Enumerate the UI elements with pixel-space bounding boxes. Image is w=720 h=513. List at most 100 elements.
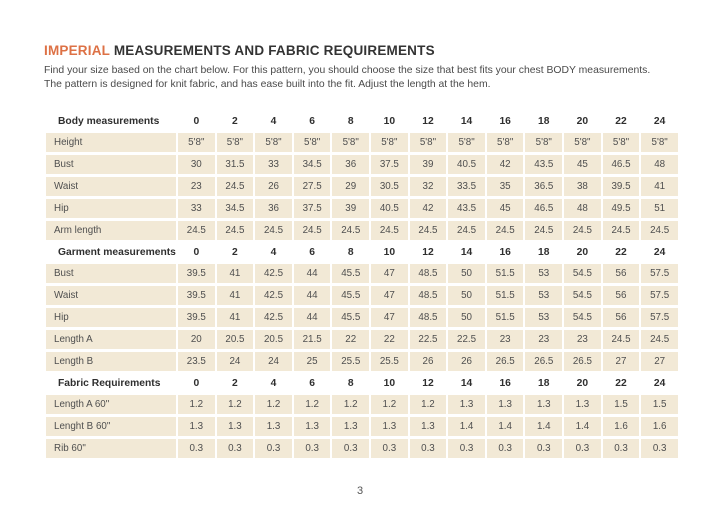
size-header-cell: 0: [178, 242, 215, 261]
value-cell: 1.5: [602, 394, 640, 414]
value-cell: 1.3: [332, 416, 370, 436]
size-header-cell: 22: [602, 111, 640, 130]
value-cell: 20.5: [216, 329, 254, 349]
page-footer: 3: [0, 481, 720, 499]
size-header-cell: 0: [178, 373, 215, 392]
size-header-cell: 20: [564, 242, 601, 261]
value-cell: 1.4: [448, 416, 485, 436]
value-cell: 25.5: [332, 351, 370, 371]
row-label-cell: Lenght B 60": [46, 416, 176, 436]
value-cell: 1.3: [564, 394, 601, 414]
section-header-label: Body measurements: [46, 111, 176, 130]
value-cell: 51: [641, 198, 678, 218]
value-cell: 46.5: [602, 154, 640, 174]
table-row: Waist 23 24.5 26 27.5 29 30.5 32 33.5 35 36.5 38 39.…: [46, 176, 678, 196]
row-label-cell: Height: [46, 132, 176, 152]
value-cell: 24.5: [332, 220, 370, 240]
row-label-cell: Hip: [46, 198, 176, 218]
size-header-cell: 10: [371, 373, 408, 392]
size-header-cell: 18: [525, 373, 563, 392]
value-cell: 50: [448, 285, 485, 305]
value-cell: 34.5: [293, 154, 331, 174]
value-cell: 51.5: [486, 263, 524, 283]
value-cell: 49.5: [602, 198, 640, 218]
size-header-cell: 4: [255, 242, 292, 261]
value-cell: 54.5: [564, 285, 601, 305]
value-cell: 0.3: [641, 438, 678, 458]
value-cell: 48.5: [409, 285, 447, 305]
value-cell: 24.5: [602, 329, 640, 349]
value-cell: 1.3: [486, 394, 524, 414]
table-row: Lenght B 60" 1.3 1.3 1.3 1.3 1.3 1.3 1.3 1.4 1.4 1…: [46, 416, 678, 436]
value-cell: 26.5: [564, 351, 601, 371]
value-cell: 1.2: [332, 394, 370, 414]
value-cell: 23.5: [178, 351, 215, 371]
size-header-cell: 4: [255, 373, 292, 392]
size-header-cell: 20: [564, 373, 601, 392]
value-cell: 41: [216, 285, 254, 305]
value-cell: 1.2: [255, 394, 292, 414]
row-label-cell: Hip: [46, 307, 176, 327]
value-cell: 44: [293, 307, 331, 327]
value-cell: 27.5: [293, 176, 331, 196]
value-cell: 24.5: [564, 220, 601, 240]
section-header-label: Garment measurements: [46, 242, 176, 261]
row-label-cell: Length A: [46, 329, 176, 349]
value-cell: 30: [178, 154, 215, 174]
size-header-cell: 12: [409, 242, 447, 261]
size-header-cell: 22: [602, 242, 640, 261]
value-cell: 48: [564, 198, 601, 218]
value-cell: 56: [602, 285, 640, 305]
value-cell: 27: [602, 351, 640, 371]
value-cell: 33.5: [448, 176, 485, 196]
value-cell: 54.5: [564, 307, 601, 327]
value-cell: 41: [216, 263, 254, 283]
value-cell: 54.5: [564, 263, 601, 283]
value-cell: 50: [448, 263, 485, 283]
value-cell: 20.5: [255, 329, 292, 349]
value-cell: 45.5: [332, 307, 370, 327]
value-cell: 47: [371, 285, 408, 305]
value-cell: 26: [448, 351, 485, 371]
value-cell: 5'8": [332, 132, 370, 152]
value-cell: 24.5: [293, 220, 331, 240]
value-cell: 24: [255, 351, 292, 371]
intro-line-1: Find your size based on the chart below.…: [44, 65, 651, 76]
value-cell: 5'8": [178, 132, 215, 152]
value-cell: 26: [255, 176, 292, 196]
value-cell: 39: [409, 154, 447, 174]
value-cell: 5'8": [371, 132, 408, 152]
value-cell: 0.3: [293, 438, 331, 458]
section-header-row: Garment measurements 0 2 4 6 8 10 12 14 16 18 20 22 2…: [46, 242, 678, 261]
table-row: Length A 60" 1.2 1.2 1.2 1.2 1.2 1.2 1.2 1.3 1.3 1…: [46, 394, 678, 414]
size-header-cell: 18: [525, 242, 563, 261]
value-cell: 24: [216, 351, 254, 371]
size-header-cell: 12: [409, 373, 447, 392]
value-cell: 22.5: [448, 329, 485, 349]
value-cell: 42: [409, 198, 447, 218]
table-row: Rib 60" 0.3 0.3 0.3 0.3 0.3 0.3 0.3 0.3 0.3 0.3 0.3…: [46, 438, 678, 458]
table-row: Length B 23.5 24 24 25 25.5 25.5 26 26 26.5 26.5 26…: [46, 351, 678, 371]
value-cell: 53: [525, 307, 563, 327]
value-cell: 36.5: [525, 176, 563, 196]
value-cell: 1.4: [525, 416, 563, 436]
value-cell: 48.5: [409, 263, 447, 283]
value-cell: 0.3: [332, 438, 370, 458]
size-header-cell: 22: [602, 373, 640, 392]
size-header-cell: 6: [293, 111, 331, 130]
value-cell: 0.3: [602, 438, 640, 458]
value-cell: 45: [564, 154, 601, 174]
value-cell: 24.5: [216, 176, 254, 196]
value-cell: 51.5: [486, 307, 524, 327]
value-cell: 23: [564, 329, 601, 349]
row-label-cell: Waist: [46, 285, 176, 305]
value-cell: 23: [486, 329, 524, 349]
value-cell: 45.5: [332, 263, 370, 283]
size-header-cell: 4: [255, 111, 292, 130]
value-cell: 24.5: [371, 220, 408, 240]
value-cell: 35: [486, 176, 524, 196]
section-header-row: Body measurements 0 2 4 6 8 10 12 14 16 18 20 22 24: [46, 111, 678, 130]
doc-header: IMPERIAL MEASUREMENTS AND FABRIC REQUIRE…: [44, 43, 680, 92]
size-header-cell: 6: [293, 242, 331, 261]
value-cell: 24.5: [486, 220, 524, 240]
